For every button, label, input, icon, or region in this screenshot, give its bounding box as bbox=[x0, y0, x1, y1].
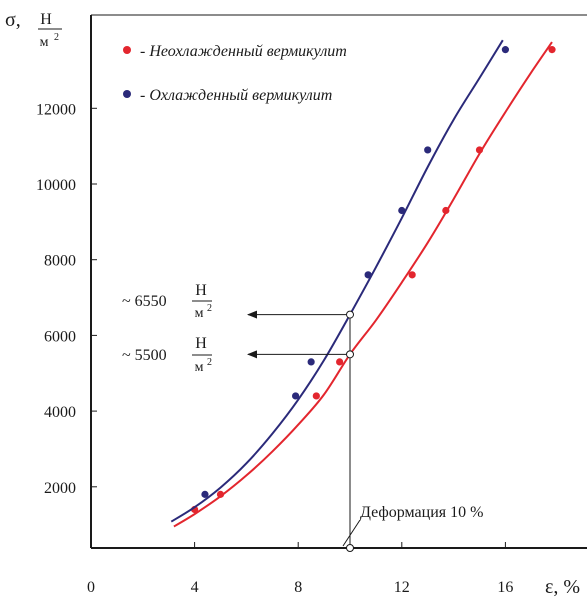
data-point-cooled bbox=[398, 206, 406, 215]
y-axis-label: σ, Н м 2 bbox=[5, 9, 62, 50]
annotation-layer: ~ 6550 Н м 2 ~ 5500 Н м 2 Деформация 10 … bbox=[122, 282, 483, 552]
data-point-uncooled bbox=[442, 206, 450, 215]
legend-marker-uncooled bbox=[123, 46, 131, 54]
x-tick-label: 12 bbox=[394, 579, 410, 596]
deformation-axis-marker bbox=[346, 544, 354, 552]
y-tick-label: 10000 bbox=[36, 177, 76, 194]
data-point-cooled bbox=[292, 392, 300, 400]
intersection-5500-marker bbox=[346, 350, 354, 359]
fit-curve-uncooled bbox=[173, 41, 553, 528]
y-axis-unit-exp: 2 bbox=[54, 32, 59, 43]
y-tick-label: 8000 bbox=[44, 253, 76, 270]
annotation-6550-unit-den: м bbox=[195, 306, 204, 321]
x-tick-label: 16 bbox=[497, 579, 513, 596]
data-point-cooled bbox=[201, 490, 209, 498]
annotation-5500: ~ 5500 Н м 2 bbox=[122, 335, 212, 375]
y-tick-label: 6000 bbox=[44, 328, 76, 345]
x-ticks: 0 4 8 12 16 bbox=[87, 542, 513, 596]
data-point-uncooled bbox=[475, 146, 484, 154]
annotation-6550-unit-num: Н bbox=[195, 282, 207, 299]
data-point-cooled bbox=[424, 146, 432, 154]
legend-label-cooled: - Охлажденный вермикулит bbox=[140, 87, 332, 104]
deformation-leader-line bbox=[342, 519, 361, 547]
annotation-5500-value: ~ 5500 bbox=[122, 347, 167, 364]
data-point-uncooled bbox=[408, 271, 416, 279]
annotation-6550-unit-exp: 2 bbox=[207, 303, 212, 314]
data-point-cooled bbox=[307, 358, 315, 366]
y-tick-label: 2000 bbox=[44, 480, 76, 497]
y-axis-unit-num: Н bbox=[40, 11, 52, 28]
data-point-uncooled bbox=[336, 358, 344, 366]
x-tick-label: 8 bbox=[294, 579, 302, 596]
intersection-6550-marker bbox=[346, 310, 354, 319]
annotation-6550-value: ~ 6550 bbox=[122, 293, 167, 310]
deformation-label: Деформация 10 % bbox=[360, 504, 483, 521]
y-axis-symbol: σ, bbox=[5, 9, 21, 31]
annotation-5500-unit-exp: 2 bbox=[207, 357, 212, 368]
data-point-uncooled bbox=[216, 490, 225, 498]
data-point-cooled bbox=[501, 46, 509, 54]
legend-marker-cooled bbox=[123, 90, 131, 98]
y-axis-unit-den: м bbox=[40, 35, 49, 50]
data-point-cooled bbox=[364, 271, 372, 279]
y-tick-label: 12000 bbox=[36, 101, 76, 118]
x-tick-label: 4 bbox=[191, 579, 199, 596]
series-layer bbox=[170, 39, 556, 528]
y-tick-label: 4000 bbox=[44, 404, 76, 421]
x-tick-label: 0 bbox=[87, 579, 95, 596]
x-axis-label: ε, % bbox=[545, 576, 580, 597]
y-ticks: 2000 4000 6000 8000 10000 12000 bbox=[36, 101, 97, 497]
data-point-uncooled bbox=[312, 392, 320, 400]
annotation-5500-unit-den: м bbox=[195, 360, 204, 375]
annotation-5500-unit-num: Н bbox=[195, 335, 207, 352]
fit-curve-cooled bbox=[170, 39, 504, 523]
annotation-6550: ~ 6550 Н м 2 bbox=[122, 282, 212, 321]
legend: - Неохлажденный вермикулит - Охлажденный… bbox=[123, 43, 347, 104]
data-point-uncooled bbox=[548, 46, 556, 54]
legend-label-uncooled: - Неохлажденный вермикулит bbox=[140, 43, 347, 60]
